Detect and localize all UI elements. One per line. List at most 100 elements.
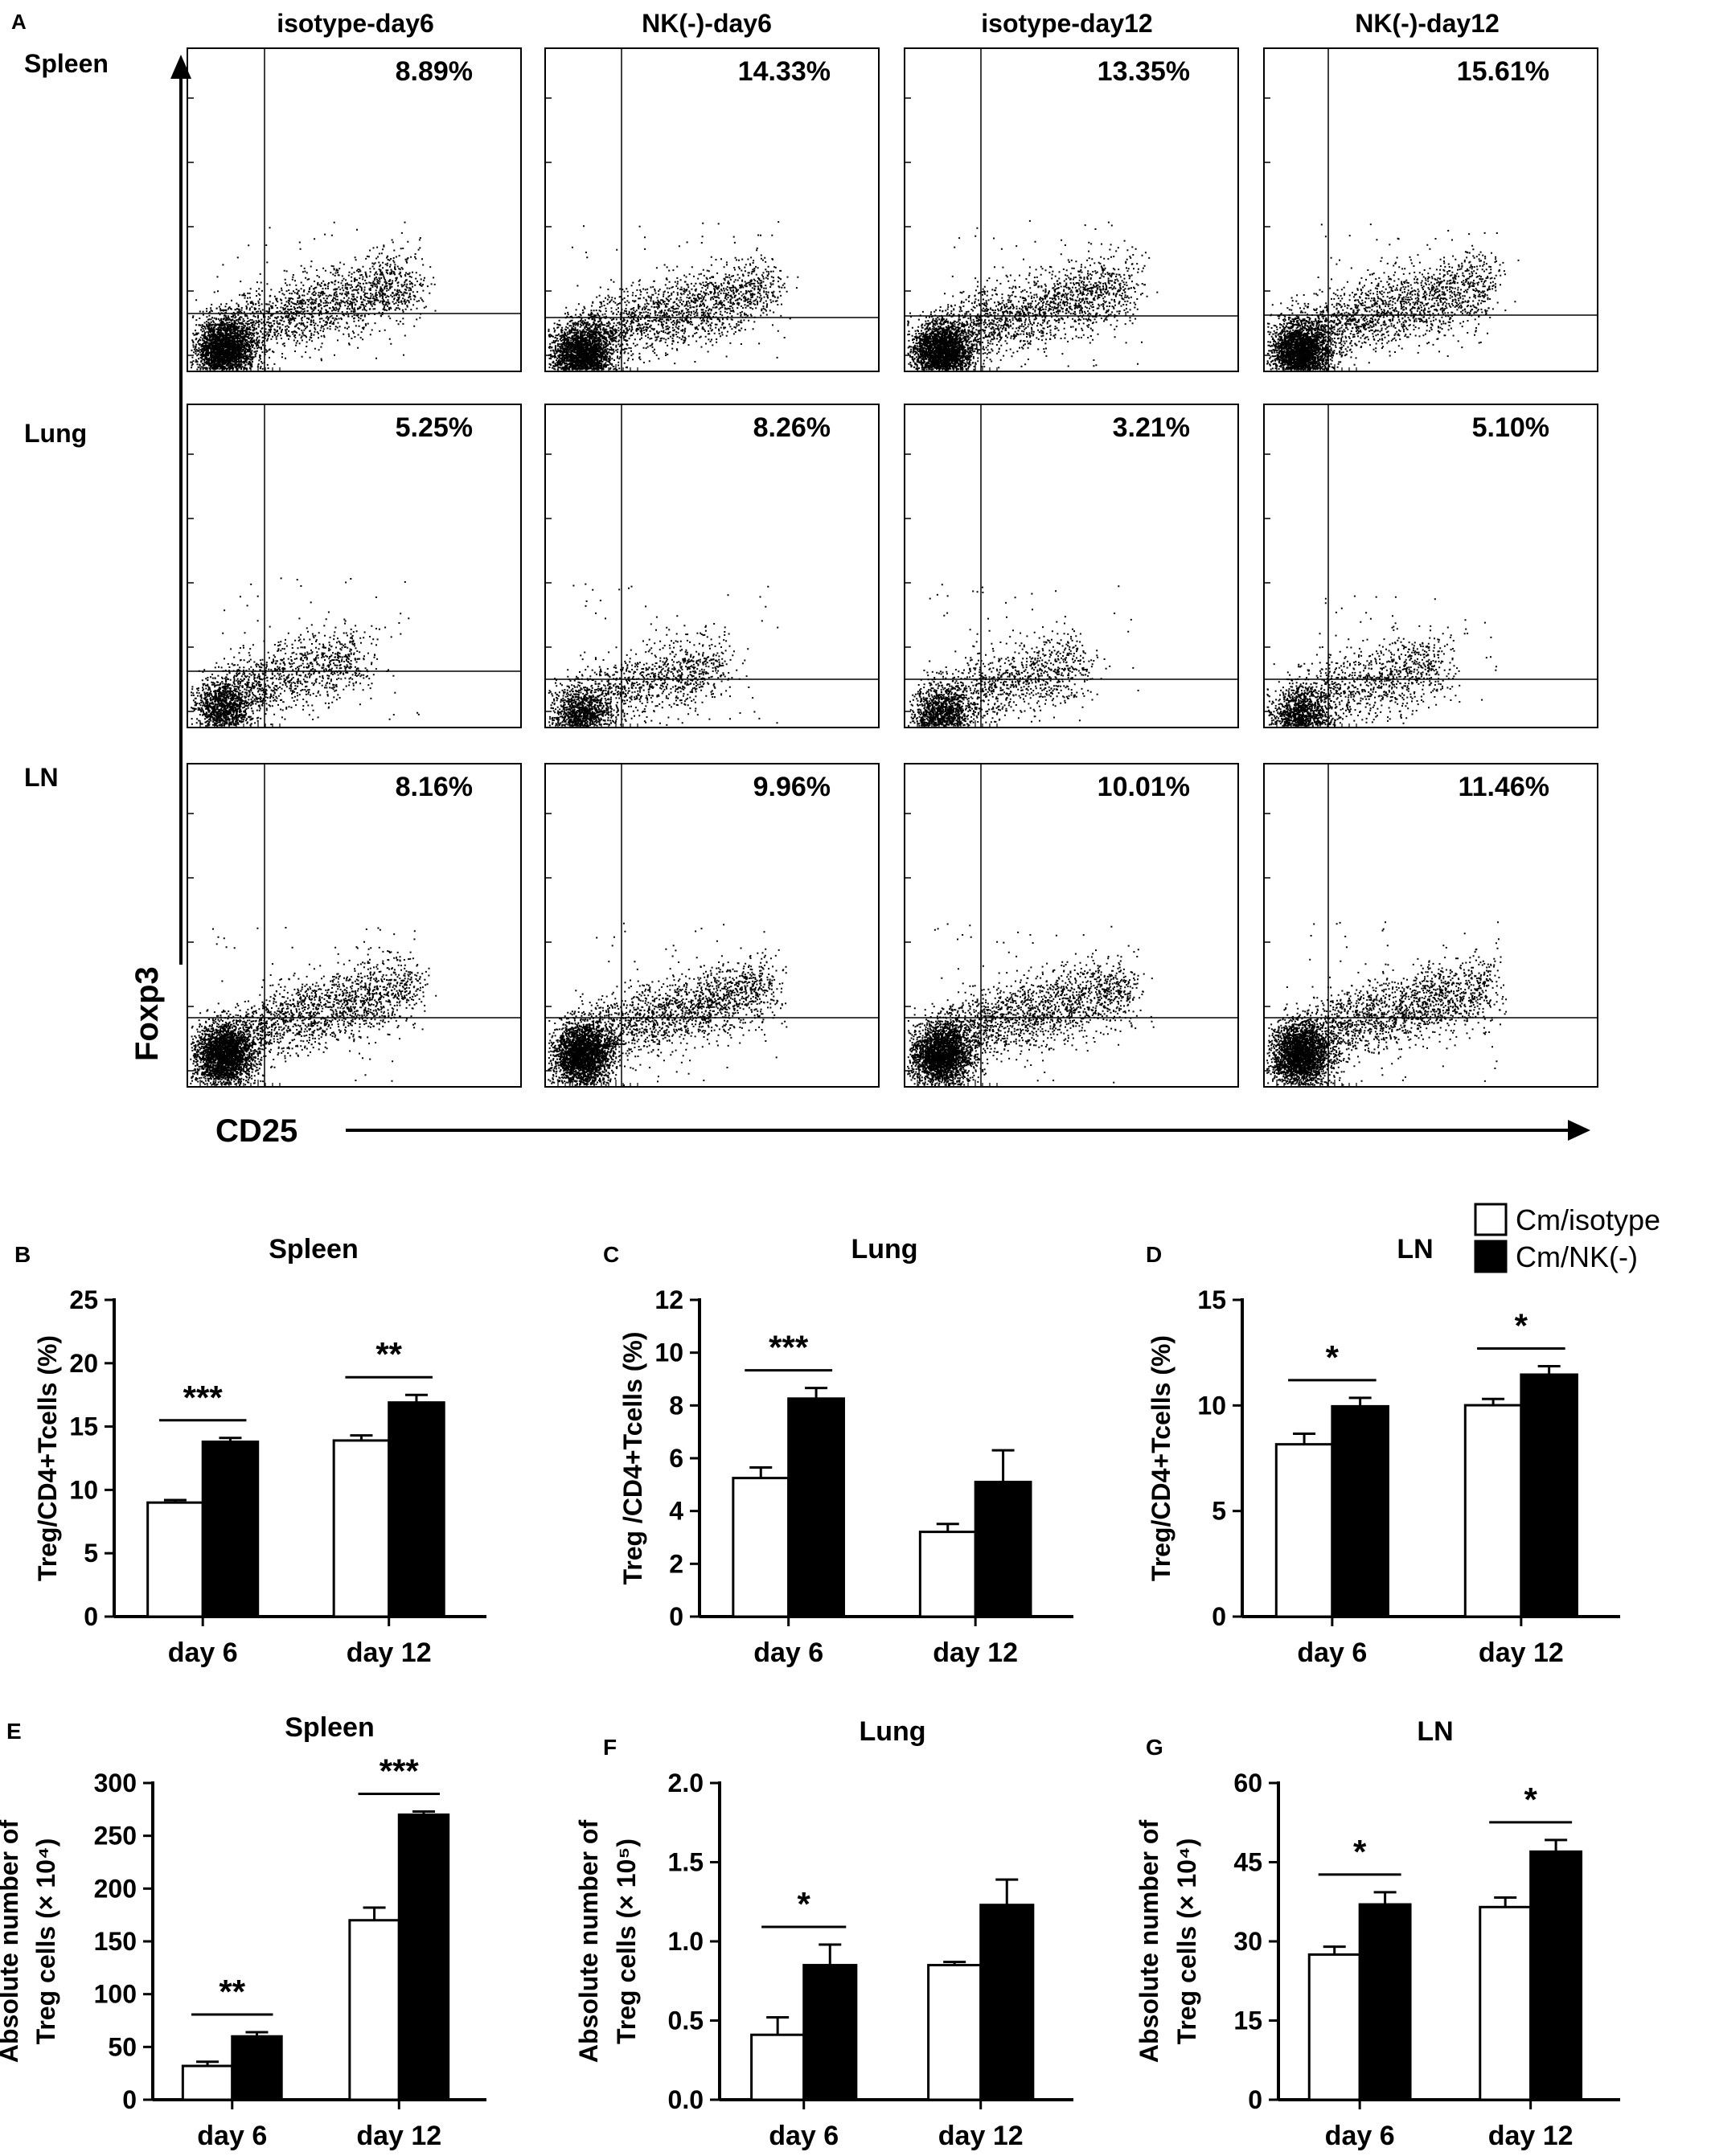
event-dots — [907, 219, 1159, 371]
plot-frame — [1263, 763, 1598, 1088]
plot-frame — [1263, 404, 1598, 728]
y-tick-label: 50 — [108, 2032, 137, 2061]
y-axis-label-line: Absolute number of — [0, 1820, 23, 2064]
y-tick-label: 0 — [84, 1602, 98, 1631]
y-tick-label: 0.0 — [668, 2085, 704, 2114]
bar-nk — [979, 1904, 1035, 2101]
panel-letter: B — [14, 1242, 31, 1267]
x-axis-label-cd25: CD25 — [215, 1113, 297, 1149]
flow-plot: 5.25% — [187, 404, 522, 728]
y-tick-label: 0.5 — [668, 2006, 704, 2035]
plot-frame — [1263, 47, 1598, 372]
event-dots — [190, 221, 437, 371]
significance-stars: * — [1326, 1338, 1340, 1376]
y-tick-label: 60 — [1233, 1769, 1262, 1797]
chart-title: LN — [1417, 1716, 1453, 1747]
quadrant-percentage: 8.26% — [753, 412, 831, 443]
bar-isotype — [146, 1501, 204, 1618]
legend-label: Cm/isotype — [1516, 1203, 1660, 1236]
plot-frame — [544, 404, 880, 728]
bar-isotype — [750, 2033, 806, 2101]
bar-nk — [231, 2035, 283, 2101]
event-dots — [548, 922, 788, 1086]
x-tick-label: day 12 — [347, 1637, 432, 1668]
y-tick-label: 10 — [654, 1338, 683, 1367]
chart-title: Spleen — [269, 1234, 358, 1264]
bar-nk — [397, 1813, 450, 2101]
panel-letter: G — [1146, 1735, 1163, 1760]
y-tick-label: 15 — [1197, 1285, 1226, 1314]
x-tick-label: day 6 — [1325, 2121, 1395, 2151]
quadrant-percentage: 10.01% — [1098, 772, 1190, 802]
bar-nk — [201, 1441, 260, 1618]
significance-stars: * — [798, 1885, 811, 1923]
bar-nk — [787, 1397, 845, 1618]
y-axis-label: Treg/CD4+Tcells (%) — [33, 1335, 62, 1581]
cd25-arrow-head — [1568, 1120, 1590, 1141]
bar-isotype — [1463, 1404, 1523, 1618]
flow-plot: 8.89% — [187, 47, 522, 372]
y-tick-label: 0 — [669, 1602, 683, 1631]
significance-stars: *** — [769, 1329, 809, 1367]
flow-plot: 8.26% — [544, 404, 880, 728]
y-axis-label-line: Treg cells (× 10⁴) — [1172, 1838, 1201, 2045]
y-axis-label-foxp3: Foxp3 — [129, 966, 165, 1061]
y-tick-label: 150 — [94, 1927, 137, 1956]
y-tick-label: 200 — [94, 1874, 137, 1903]
x-tick-label: day 6 — [1297, 1637, 1367, 1668]
x-tick-label: day 6 — [197, 2121, 267, 2151]
bar-isotype — [181, 2064, 234, 2101]
y-tick-label: 45 — [1233, 1848, 1262, 1877]
y-axis-label-line: Absolute number of — [574, 1820, 603, 2064]
significance-stars: ** — [219, 1973, 245, 2010]
y-tick-label: 300 — [94, 1769, 137, 1797]
bar-nk — [802, 1964, 858, 2101]
y-tick-label: 0 — [1248, 2085, 1262, 2114]
bar-isotype — [1479, 1905, 1533, 2101]
event-dots — [1266, 921, 1508, 1086]
y-tick-label: 4 — [669, 1497, 683, 1526]
chart-title: Lung — [851, 1234, 917, 1264]
event-dots — [191, 577, 420, 727]
y-tick-label: 8 — [669, 1391, 683, 1420]
y-tick-label: 15 — [69, 1412, 98, 1441]
x-tick-label: day 12 — [938, 2121, 1024, 2151]
quadrant-percentage: 15.61% — [1457, 56, 1549, 87]
legend-swatch-nk — [1474, 1240, 1508, 1273]
column-title: isotype-day6 — [277, 9, 434, 38]
y-tick-label: 12 — [654, 1285, 683, 1314]
y-tick-label: 15 — [1233, 2006, 1262, 2035]
panel-letter: F — [603, 1735, 617, 1760]
significance-stars: *** — [380, 1752, 420, 1789]
flow-plot: 8.16% — [187, 763, 522, 1088]
flow-plot: 10.01% — [904, 763, 1239, 1088]
chart-title: Lung — [859, 1716, 925, 1747]
y-tick-label: 0 — [122, 2085, 137, 2114]
row-label: Spleen — [24, 49, 109, 78]
quadrant-percentage: 8.89% — [396, 56, 473, 87]
bar-isotype — [1274, 1443, 1334, 1618]
legend: Cm/isotype Cm/NK(-) — [1474, 1203, 1660, 1273]
significance-stars: * — [1515, 1306, 1528, 1344]
plot-frame — [904, 47, 1239, 372]
y-tick-label: 0 — [1212, 1602, 1226, 1631]
x-tick-label: day 6 — [753, 1637, 823, 1668]
y-axis-label-line: Treg cells (× 10⁴) — [31, 1838, 60, 2045]
quadrant-percentage: 5.10% — [1472, 412, 1549, 443]
bar-chart-d: D LN 0 5 10 15 Treg/CD4+Tcells (%) day 6 * day 12… — [1146, 1234, 1620, 1668]
y-axis-label-line: Treg cells (× 10⁵) — [612, 1838, 641, 2044]
row-label: Lung — [24, 419, 87, 448]
foxp3-arrow-head — [170, 55, 191, 79]
bar-isotype — [348, 1919, 400, 2101]
bar-isotype — [918, 1531, 977, 1618]
panel-letter-a: A — [11, 10, 27, 34]
x-tick-label: day 12 — [356, 2121, 441, 2151]
bar-nk — [974, 1481, 1032, 1618]
y-axis-label: Treg/CD4+Tcells (%) — [1147, 1335, 1176, 1581]
event-dots — [907, 923, 1155, 1086]
quadrant-percentage: 5.25% — [396, 412, 473, 443]
quadrant-percentage: 9.96% — [753, 772, 831, 802]
bar-nk — [388, 1401, 445, 1618]
bar-chart-g: G LN 0 15 30 45 60 Absolute number of Treg cells… — [1135, 1716, 1620, 2151]
